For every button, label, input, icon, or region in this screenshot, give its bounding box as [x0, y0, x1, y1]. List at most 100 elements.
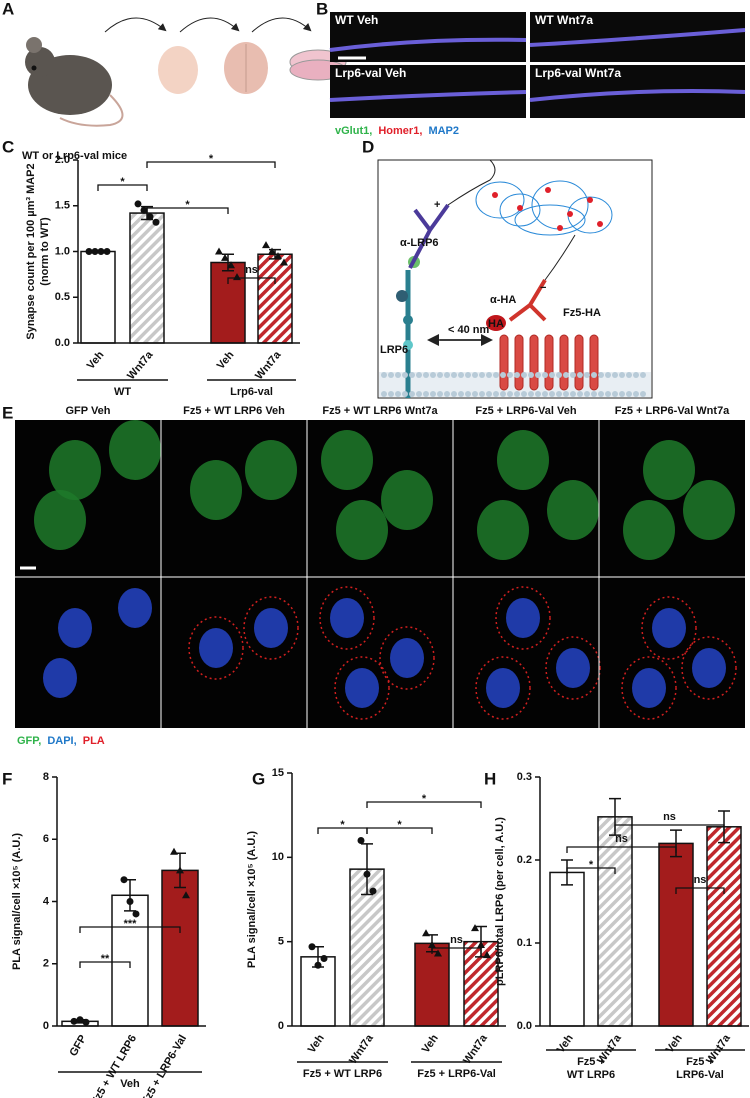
panel-label: H	[484, 769, 496, 788]
data-point	[221, 253, 229, 261]
lipid	[507, 391, 513, 397]
y-axis-label: pLRP6/total LRP6 (per cell, A.U.)	[494, 817, 506, 986]
data-point	[320, 955, 328, 963]
data-point	[70, 1017, 78, 1025]
column-header: Fz5 + WT LRP6 Wnt7a	[322, 405, 438, 417]
lipid	[388, 391, 394, 397]
lipid	[416, 391, 422, 397]
group-label: WT LRP6	[567, 1069, 615, 1081]
bar	[257, 253, 293, 344]
group-label: Fz5 + WT LRP6	[303, 1068, 382, 1080]
group-label: Fz5 +	[686, 1056, 714, 1068]
diagram-label: LRP6	[380, 344, 408, 356]
cell-dapi	[556, 648, 590, 688]
y-tick-label: 2.0	[55, 154, 70, 166]
significance-label: *	[185, 199, 190, 211]
lipid	[640, 372, 646, 378]
data-point	[146, 213, 154, 221]
lipid	[570, 372, 576, 378]
lipid	[612, 372, 618, 378]
x-tick-label: Veh	[85, 349, 107, 372]
significance-bracket	[146, 207, 229, 214]
significance-label: *	[589, 859, 594, 871]
lipid	[486, 372, 492, 378]
data-point	[176, 866, 184, 874]
cell-gfp	[497, 430, 549, 490]
cell-dapi	[330, 598, 364, 638]
x-tick-label: GFP	[67, 1033, 89, 1059]
significance-label: *	[120, 176, 125, 188]
significance-bracket	[97, 184, 148, 191]
image-label: WT Wnt7a	[535, 13, 593, 27]
x-tick-label: Wnt7a	[347, 1032, 376, 1067]
lipid	[605, 372, 611, 378]
legend-entry: PLA	[83, 735, 105, 747]
cell-gfp	[381, 470, 433, 530]
panel-label: G	[252, 769, 265, 788]
bar	[161, 869, 199, 1027]
significance-label: *	[340, 819, 345, 831]
data-point	[91, 248, 99, 255]
y-tick-label: 0	[43, 1020, 49, 1032]
legend-entry: Homer1,	[378, 125, 422, 137]
lipid	[416, 372, 422, 378]
diagram-label: +	[434, 199, 440, 211]
panel-b-images	[329, 12, 746, 118]
pla-ring	[621, 656, 677, 720]
lipid	[563, 372, 569, 378]
lipid	[584, 372, 590, 378]
bar	[414, 942, 450, 1027]
x-tick-label: Veh	[215, 349, 237, 372]
x-tick-label: Veh	[420, 1032, 441, 1055]
lipid	[542, 391, 548, 397]
panel-label: D	[362, 137, 374, 156]
lipid	[493, 391, 499, 397]
pla-ring	[319, 586, 375, 650]
data-point	[82, 1018, 90, 1026]
lipid	[556, 391, 562, 397]
cell-dapi	[506, 598, 540, 638]
lipid	[409, 391, 415, 397]
significance-label: ns	[694, 874, 707, 886]
lipid	[402, 391, 408, 397]
lipid	[486, 391, 492, 397]
x-tick-label: Wnt7a	[253, 348, 284, 382]
lipid	[458, 372, 464, 378]
lipid	[472, 372, 478, 378]
data-point	[483, 951, 491, 959]
y-tick-label: 1.5	[55, 200, 70, 212]
cell-gfp	[683, 480, 735, 540]
significance-label: ns	[663, 811, 676, 823]
group-label: LRP6-Val	[676, 1069, 724, 1081]
data-point	[227, 261, 235, 269]
error-bar	[361, 843, 373, 896]
lipid	[395, 391, 401, 397]
data-point	[369, 887, 377, 895]
column-header: Fz5 + LRP6-Val Wnt7a	[615, 405, 730, 417]
significance-label: **	[101, 953, 110, 965]
cell-dapi	[118, 588, 152, 628]
diagram-label: HA	[488, 318, 504, 330]
lipid	[451, 391, 457, 397]
data-point	[103, 248, 111, 255]
column-header: Fz5 + LRP6-Val Veh	[475, 405, 576, 417]
panel-label: F	[2, 769, 12, 788]
x-tick-label: Veh	[664, 1032, 685, 1055]
cell-gfp	[49, 440, 101, 500]
cell-dapi	[58, 608, 92, 648]
diagram-label: α-HA	[490, 294, 516, 306]
lipid	[395, 372, 401, 378]
lipid	[493, 372, 499, 378]
lipid	[528, 372, 534, 378]
cell-gfp	[34, 490, 86, 550]
lipid	[598, 391, 604, 397]
significance-bracket	[366, 827, 433, 834]
lipid	[402, 372, 408, 378]
group-label: Veh	[120, 1078, 140, 1090]
y-axis-label: PLA signal/cell ×10⁵ (A.U.)	[246, 831, 258, 968]
y-tick-label: 0	[278, 1020, 284, 1032]
lipid	[444, 391, 450, 397]
y-tick-label: 1.0	[55, 245, 70, 257]
y-tick-label: 4	[43, 895, 50, 907]
lipid	[542, 372, 548, 378]
